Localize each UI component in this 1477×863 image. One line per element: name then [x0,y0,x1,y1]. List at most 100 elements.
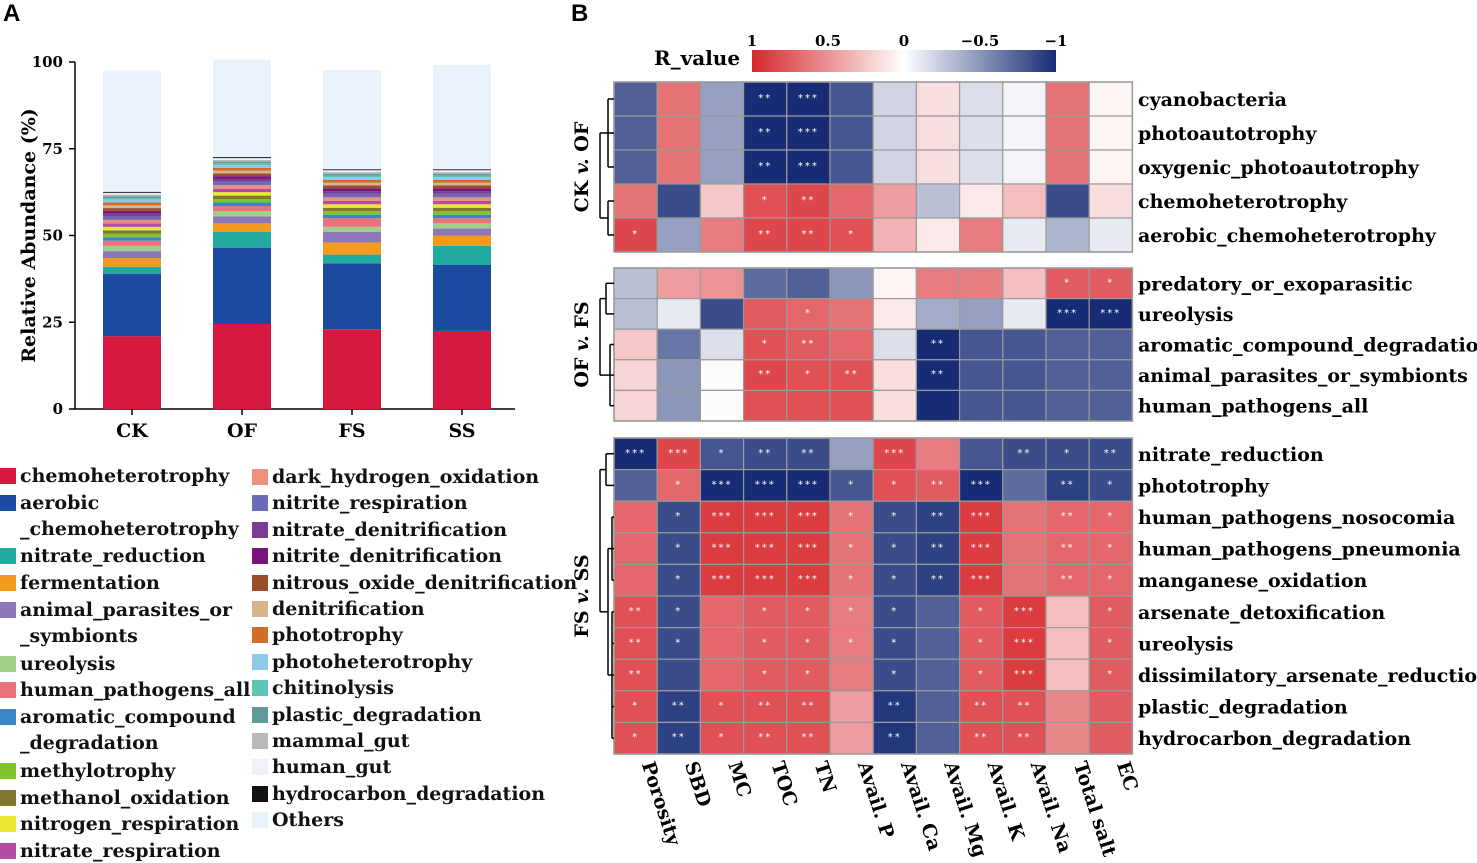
legend-swatch [252,653,268,670]
significance-mark: *** [712,543,733,554]
legend-item-nitrogen-respiration: nitrogen_respiration [0,813,239,835]
significance-mark: *** [798,93,819,104]
bar-segment-nitrite-denitrification [433,188,491,192]
block-label-part: OF [571,351,593,388]
legend-item-nitrite-respiration: nitrite_respiration [252,492,468,514]
legend-label: nitrite_denitrification [272,545,502,568]
heatmap-cell [829,149,874,185]
significance-mark: *** [755,574,776,585]
legend-item-nitrate-denitrification: nitrate_denitrification [252,519,507,541]
significance-mark: ** [931,543,945,554]
significance-mark: * [891,606,898,617]
significance-mark: ** [801,701,815,712]
heatmap-cell [613,595,658,629]
block-label-part: v. [571,335,593,351]
significance-mark: ** [758,161,772,172]
colorbar-tick-label: 1 [747,32,757,50]
heatmap-cell [829,721,874,755]
significance-mark: * [762,606,769,617]
bar-segment-plastic-degradation [323,173,381,176]
heatmap-cell [915,149,961,185]
heatmap-cell [656,532,702,565]
significance-mark: * [891,669,898,680]
heatmap-cell [613,328,658,361]
legend-label: nitrogen_respiration [20,813,240,836]
heatmap-cell [1088,389,1133,422]
heatmap-cell [699,500,745,534]
bar-segment-nitrate-reduction [433,245,491,265]
significance-mark: * [1064,448,1071,459]
heatmap-cell [1045,721,1090,755]
heatmap-cell [656,149,702,185]
bar-segment-Others [433,64,491,170]
heatmap-cell [915,595,961,629]
significance-mark: ** [1061,574,1075,585]
stacked-bar-chart: 0 25 50 75 100 Relative Abundance (%) CK OF FS SS [18,53,515,442]
block-label-part: v. [571,158,593,174]
heatmap-cell [872,298,918,330]
block-label: OF v. FS [571,301,593,387]
legend-swatch [0,575,16,592]
bar-segment-methanol-oxidation [103,230,161,234]
bar-segment-aromatic-compound-degradation [213,202,271,207]
heatmap-cell [872,183,918,219]
heatmap-cell [613,183,658,219]
heatmap-cell [613,500,658,534]
bar-segment-human-pathogens-all [103,240,161,246]
heatmap-cell [742,469,788,502]
heatmap-cell [829,389,874,422]
row-label: chemoheterotrophy [1138,191,1348,213]
row-label: human_pathogens_all [1138,396,1368,418]
legend-label: chitinolysis [272,677,394,700]
bar-segment-nitrate-respiration [213,188,271,193]
heatmap-cell [699,183,745,219]
bar-segment-plastic-degradation [103,196,161,199]
legend-item-mammal-gut: mammal_gut [252,730,410,752]
heatmap-cell [613,389,658,422]
significance-mark: * [978,606,985,617]
heatmap-cell [872,626,918,660]
row-label: ureolysis [1138,304,1233,326]
bar-segment-methanol-oxidation [433,207,491,212]
heatmap-cell [958,81,1004,117]
legend-swatch [0,468,16,484]
heatmap-cell [613,267,658,300]
legend-label: mammal_gut [272,730,410,752]
legend-item-animal-parasites-or-symbionts: animal_parasites_or [0,599,232,621]
heatmap-cell [613,563,658,597]
significance-mark: *** [798,161,819,172]
bar-segment-aerobic-chemoheterotrophy [433,264,491,331]
heatmap-cell [958,115,1004,151]
row-label: phototrophy [1138,475,1270,497]
heatmap-cell [1045,359,1090,391]
row-label: dissimilatory_arsenate_reduction [1138,665,1477,687]
significance-mark: * [762,195,769,206]
legend-label: nitrous_oxide_denitrification [272,571,578,594]
bar-segment-nitrogen-respiration [323,204,381,208]
heatmap-cell [1045,328,1090,361]
column-label: Avail. Ca [896,758,946,854]
bar-segment-nitrate-denitrification [323,191,381,194]
heatmap-cell [915,626,961,660]
heatmap-cell [872,389,918,422]
heatmap-cell [915,267,961,300]
bar-segment-ureolysis [323,226,381,233]
bar-segment-mammal-gut [103,194,161,197]
bar-segment-nitrogen-respiration [213,192,271,196]
significance-mark: * [805,637,812,648]
heatmap-cell [915,437,961,471]
heatmap-cell [829,81,874,117]
heatmap-cell [613,81,658,117]
bar-segment-plastic-degradation [433,173,491,176]
bar-segment-aerobic-chemoheterotrophy [103,273,161,337]
legend-label: human_pathogens_all [20,679,251,702]
bar-segment-ureolysis [103,245,161,252]
heatmap-cell [915,469,961,502]
significance-mark: *** [1057,308,1078,319]
bar-segment-chitinolysis [323,175,381,178]
bar-segment-ureolysis [213,211,271,217]
legend-label: fermentation [20,572,160,595]
heatmap-cell [1088,298,1133,330]
heatmap-cell [742,298,788,330]
heatmap-cell [1088,328,1133,361]
